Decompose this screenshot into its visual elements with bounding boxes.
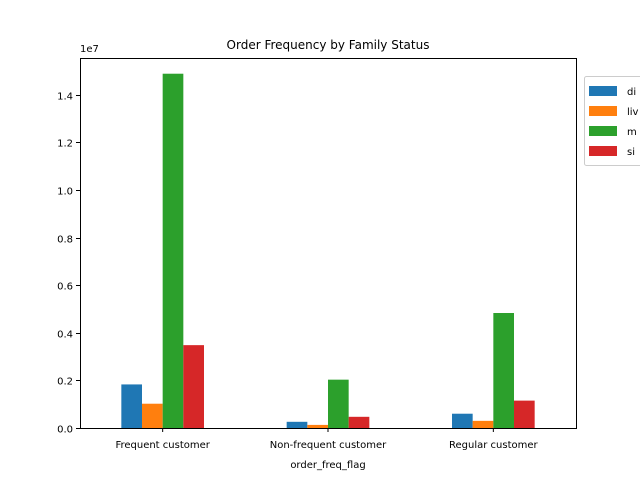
legend-swatch	[589, 126, 617, 136]
y-tick-label: 1.2	[57, 139, 73, 150]
bar-divorced-widowed-0	[121, 384, 142, 428]
y-tick-label: 0.2	[57, 377, 73, 388]
bar-divorced-widowed-1	[286, 421, 308, 428]
chart-title: Order Frequency by Family Status	[227, 38, 430, 52]
bar-living-with-parents-and-siblings-2	[472, 420, 494, 428]
y-tick-label: 0.8	[57, 235, 73, 246]
legend-label: si	[627, 147, 635, 158]
x-axis-title: order_freq_flag	[290, 460, 365, 471]
y-tick-label: 1.0	[57, 187, 73, 198]
legend: di liv m si	[584, 76, 640, 166]
y-tick-label: 0.6	[57, 282, 73, 293]
legend-label: m	[627, 127, 637, 138]
legend-swatch	[589, 146, 617, 156]
bar-divorced-widowed-2	[452, 413, 473, 428]
legend-label: liv	[627, 107, 639, 118]
x-tick-label: Regular customer	[449, 440, 539, 451]
legend-swatch	[589, 86, 617, 96]
plot-area-frame	[80, 58, 577, 429]
bar-living-with-parents-and-siblings-0	[142, 403, 163, 428]
bar-single-2	[514, 400, 535, 428]
bar-married-1	[328, 379, 349, 428]
x-axis-ticks: Frequent customer Non-frequent customer Re…	[115, 428, 539, 451]
bar-single-1	[348, 416, 370, 428]
legend-label: di	[627, 87, 636, 98]
bar-married-0	[162, 73, 184, 428]
y-tick-label: 0.0	[57, 425, 73, 436]
legend-box	[584, 76, 640, 166]
x-tick-label: Non-frequent customer	[270, 440, 387, 451]
y-tick-label: 1.4	[57, 92, 73, 103]
y-axis-ticks: 0.0 0.2 0.4 0.6 0.8 1.0 1.2 1.4	[57, 92, 80, 436]
bar-series-group	[121, 73, 535, 428]
y-axis-offset-label: 1e7	[80, 44, 99, 55]
legend-swatch	[589, 106, 617, 116]
bar-single-0	[183, 345, 204, 428]
bar-married-2	[493, 313, 514, 428]
y-tick-label: 0.4	[57, 330, 73, 341]
bar-living-with-parents-and-siblings-1	[307, 424, 328, 428]
x-tick-label: Frequent customer	[115, 440, 210, 451]
